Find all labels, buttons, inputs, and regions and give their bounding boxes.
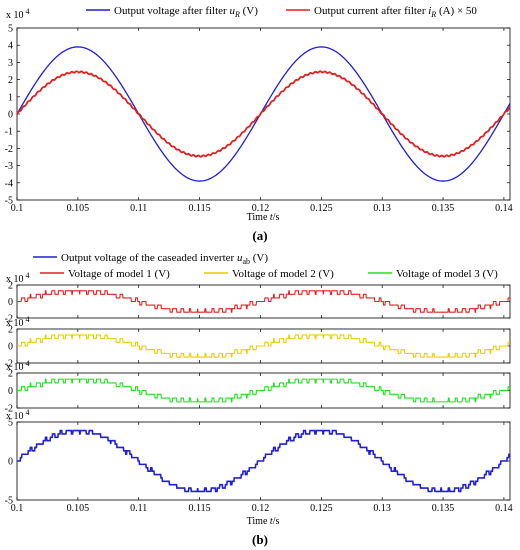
x-tick-label: 0.13	[373, 203, 391, 214]
x-tick-label: 0.1	[11, 203, 24, 214]
y-tick-label: 5	[8, 24, 13, 35]
legend-label-current: Output current after filter iR (A) × 50	[314, 5, 477, 19]
y-tick-label: 3	[8, 58, 13, 69]
y-tick-label: 0	[8, 386, 13, 397]
y-tick-label: 0	[8, 342, 13, 353]
y-tick-label: 0	[8, 297, 13, 308]
x-axis-label: Time t/s	[247, 212, 280, 223]
y-tick-label: 0	[8, 110, 13, 121]
y-tick-label: -5	[5, 196, 13, 207]
y-tick-label: 2	[8, 369, 13, 380]
subplot-line-2	[17, 334, 510, 358]
x-tick-label: 0.115	[189, 503, 211, 514]
y-tick-label: -2	[5, 359, 13, 370]
y-tick-label: -4	[5, 178, 13, 189]
x-tick-label: 0.115	[189, 203, 211, 214]
x-tick-label: 0.14	[495, 503, 513, 514]
y-exponent-label: x 10 4	[6, 271, 30, 285]
y-exponent-label: x 10 4	[6, 408, 30, 422]
x-tick-label: 0.135	[432, 503, 455, 514]
y-tick-label: 2	[8, 75, 13, 86]
y-tick-label: 5	[8, 418, 13, 429]
x-tick-label: 0.125	[310, 203, 333, 214]
caption-a: (a)	[252, 228, 267, 243]
y-tick-label: -3	[5, 161, 13, 172]
y-exponent-label: x 10 4	[6, 7, 30, 21]
y-tick-label: -2	[5, 404, 13, 415]
subplot-line-4	[17, 429, 510, 493]
x-tick-label: 0.1	[11, 503, 24, 514]
x-tick-label: 0.125	[310, 503, 333, 514]
y-tick-label: 0	[8, 457, 13, 468]
y-tick-label: 1	[8, 92, 13, 103]
y-exponent-label: x 10 4	[6, 315, 30, 329]
y-tick-label: 2	[8, 281, 13, 292]
x-tick-label: 0.14	[495, 203, 513, 214]
y-tick-label: -2	[5, 144, 13, 155]
x-tick-label: 0.11	[130, 503, 147, 514]
legend-label-model-1: Voltage of model 1 (V)	[68, 268, 170, 280]
x-tick-label: 0.12	[252, 503, 270, 514]
y-tick-label: 2	[8, 325, 13, 336]
legend-label-inverter: Output voltage of the caseaded inverter …	[61, 252, 268, 266]
series-line-voltage	[16, 46, 511, 182]
y-tick-label: -1	[5, 127, 13, 138]
x-tick-label: 0.12	[252, 203, 270, 214]
y-tick-label: -2	[5, 314, 13, 325]
y-tick-label: 4	[8, 41, 13, 52]
x-tick-label: 0.11	[130, 203, 147, 214]
legend-label-model-2: Voltage of model 2 (V)	[232, 268, 334, 280]
x-axis-label: Time t/s	[247, 516, 280, 527]
axes-frame-a	[16, 27, 511, 201]
caption-b: (b)	[252, 532, 268, 547]
legend-label-model-3: Voltage of model 3 (V)	[396, 268, 498, 280]
y-exponent-label: x 10 4	[6, 359, 30, 373]
series-line-current	[16, 70, 511, 158]
x-tick-label: 0.105	[67, 203, 90, 214]
y-tick-label: -5	[5, 496, 13, 507]
x-tick-label: 0.105	[67, 503, 90, 514]
subplot-line-3	[17, 378, 510, 403]
subplot-line-1	[17, 290, 510, 313]
x-tick-label: 0.135	[432, 203, 455, 214]
x-tick-label: 0.13	[373, 503, 391, 514]
legend-label-voltage: Output voltage after filter uR (V)	[114, 5, 258, 19]
